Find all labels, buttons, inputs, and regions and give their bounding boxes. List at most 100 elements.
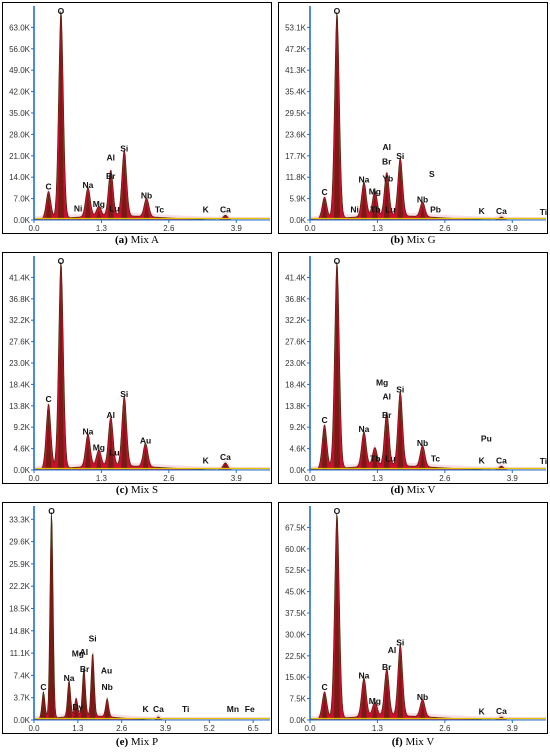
element-label-br: Br bbox=[382, 156, 392, 166]
panel-frame bbox=[2, 502, 272, 734]
element-label-au: Au bbox=[140, 436, 151, 446]
y-tick-label: 67.5K bbox=[285, 523, 307, 532]
peak-1 bbox=[48, 512, 55, 720]
y-tick-label: 3.7K bbox=[14, 694, 31, 703]
peak-1 bbox=[333, 13, 340, 220]
caption-text-e: Mix P bbox=[130, 736, 159, 748]
element-label-tb: Tb bbox=[370, 205, 380, 215]
y-tick-label: 13.8K bbox=[9, 402, 31, 411]
x-tick-label: 0.0 bbox=[304, 224, 316, 233]
panel-mix-g: 0.0K 5.9K 11.8K 17.7K 23.6K 29.5K 35.4K 41.3K 47… bbox=[278, 2, 548, 248]
element-label-ti: Ti bbox=[182, 704, 189, 714]
element-label-mg: Mg bbox=[376, 378, 388, 388]
peak-4 bbox=[107, 421, 114, 470]
element-label-pb: Pb bbox=[430, 205, 441, 215]
y-tick-label: 42.0K bbox=[9, 88, 31, 97]
element-label-mg: Mg bbox=[369, 187, 381, 197]
panel-mix-a: 0.0K 7.0K 14.0K 21.0K 28.0K 35.0K 42.0K 49.0K 56… bbox=[2, 2, 272, 248]
y-tick-label: 32.2K bbox=[9, 316, 31, 325]
element-label-si: Si bbox=[89, 634, 97, 644]
element-label-nb: Nb bbox=[141, 191, 152, 201]
element-label-c: C bbox=[321, 682, 327, 692]
y-tick-label: 30.0K bbox=[285, 630, 307, 639]
y-tick-label: 23.0K bbox=[9, 359, 31, 368]
y-tick-label: 4.6K bbox=[290, 445, 307, 454]
peak-0 bbox=[321, 425, 328, 470]
peak-4 bbox=[383, 416, 390, 470]
y-tick-label: 45.0K bbox=[285, 588, 307, 597]
panel-frame bbox=[2, 252, 272, 484]
y-tick-label: 18.5K bbox=[9, 604, 31, 613]
element-label-k: K bbox=[203, 204, 210, 214]
panel-frame bbox=[2, 2, 272, 234]
element-label-si: Si bbox=[120, 389, 128, 399]
y-tick-label: 0.0K bbox=[290, 466, 307, 475]
element-label-na: Na bbox=[359, 175, 370, 185]
x-tick-label: 3.9 bbox=[507, 724, 519, 733]
element-label-o: O bbox=[58, 6, 65, 16]
spectrum-chart-a: 0.0K7.0K14.0K21.0K28.0K35.0K42.0K49.0K56… bbox=[2, 2, 272, 234]
element-label-ni: Ni bbox=[350, 205, 359, 215]
element-label-o: O bbox=[334, 506, 341, 516]
spectrum-glow bbox=[310, 510, 546, 720]
element-label-si: Si bbox=[396, 385, 404, 395]
y-tick-label: 56.0K bbox=[9, 45, 31, 54]
spectrum-area bbox=[309, 12, 546, 221]
caption-letter-f: (f) bbox=[391, 736, 403, 748]
y-tick-label: 0.0K bbox=[14, 716, 31, 725]
y-tick-label: 21.0K bbox=[9, 152, 31, 161]
y-tick-label: 29.5K bbox=[285, 109, 307, 118]
element-label-ti: Ti bbox=[540, 207, 547, 217]
y-tick-label: 14.0K bbox=[9, 173, 31, 182]
y-tick-label: 18.4K bbox=[9, 380, 31, 389]
y-tick-label: 32.2K bbox=[285, 316, 307, 325]
spectrum-glow bbox=[34, 259, 270, 470]
x-tick-label: 3.9 bbox=[231, 224, 243, 233]
y-tick-label: 29.6K bbox=[9, 538, 31, 547]
peak-4 bbox=[107, 174, 114, 220]
x-tick-label: 3.9 bbox=[231, 474, 243, 483]
element-label-mn: Mn bbox=[227, 704, 239, 714]
y-tick-label: 11.1K bbox=[10, 649, 31, 658]
peak-5 bbox=[89, 656, 96, 720]
y-tick-label: 23.6K bbox=[285, 130, 307, 139]
panel-frame bbox=[278, 252, 548, 484]
y-tick-label: 47.2K bbox=[285, 45, 307, 54]
element-label-br: Br bbox=[382, 410, 392, 420]
element-label-k: K bbox=[479, 706, 486, 716]
element-label-na: Na bbox=[83, 426, 94, 436]
peak-0 bbox=[45, 404, 52, 470]
element-label-yb: Yb bbox=[382, 173, 393, 183]
y-tick-label: 9.2K bbox=[14, 423, 31, 432]
x-tick-label: 0.0 bbox=[28, 474, 40, 483]
element-label-mg: Mg bbox=[369, 696, 381, 706]
x-tick-label: 1.3 bbox=[372, 224, 384, 233]
panel-mix-v-2: 0.0K 7.5K 15.0K 22.5K 30.0K 37.5K 45.0K 52.5K 60… bbox=[278, 502, 548, 752]
element-label-al: Al bbox=[388, 645, 397, 655]
peak-0 bbox=[40, 692, 47, 720]
element-label-al: Al bbox=[383, 142, 392, 152]
y-tick-label: 0.0K bbox=[14, 216, 31, 225]
x-tick-label: 6.5 bbox=[248, 724, 260, 733]
caption-text-d: Mix V bbox=[406, 484, 436, 496]
caption-letter-e: (e) bbox=[115, 736, 129, 748]
peak-6 bbox=[142, 446, 149, 470]
y-tick-label: 37.5K bbox=[285, 609, 307, 618]
y-tick-label: 0.0K bbox=[14, 466, 31, 475]
y-tick-label: 15.0K bbox=[285, 673, 307, 682]
y-tick-label: 7.4K bbox=[14, 671, 31, 680]
element-label-na: Na bbox=[83, 180, 94, 190]
x-tick-label: 1.3 bbox=[372, 474, 384, 483]
element-label-lu: Lu bbox=[109, 447, 119, 457]
y-tick-label: 41.4K bbox=[285, 273, 307, 282]
element-label-ca: Ca bbox=[220, 204, 231, 214]
peak-1 bbox=[333, 514, 340, 720]
spectrum-area bbox=[309, 513, 546, 721]
peak-1 bbox=[57, 12, 64, 220]
x-tick-label: 1.3 bbox=[96, 474, 108, 483]
caption-f: (f) Mix V bbox=[278, 736, 548, 748]
y-tick-label: 18.4K bbox=[285, 380, 307, 389]
element-label-nb: Nb bbox=[417, 438, 428, 448]
peak-0 bbox=[321, 692, 328, 720]
panel-mix-s: 0.0K 4.6K 9.2K 13.8K 18.4K 23.0K 27.6K 32.2K 36.… bbox=[2, 252, 272, 498]
